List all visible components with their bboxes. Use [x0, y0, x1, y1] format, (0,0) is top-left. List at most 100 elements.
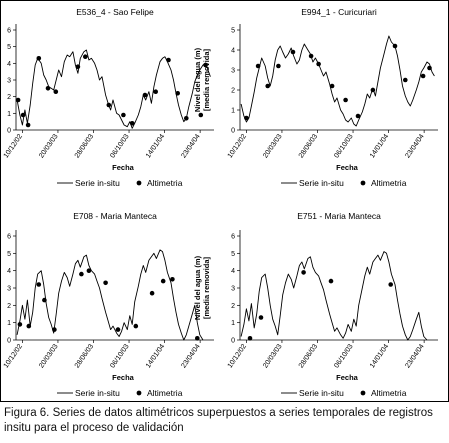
x-tick-label: 10/12/02: [227, 343, 248, 369]
x-tick-label: 20/03/03: [262, 133, 283, 159]
altimetria-point: [121, 112, 126, 118]
legend-dot-symbol: [360, 180, 366, 186]
y-tick-label: 2: [7, 94, 11, 101]
legend-label-in-situ: Serie in-situ: [299, 178, 344, 188]
y-axis-label: Nivel del agua (m): [193, 255, 202, 320]
y-tick-label: 4: [7, 268, 11, 275]
altimetria-point: [79, 271, 84, 277]
series-line-in-situ: [16, 249, 204, 341]
legend-label-in-situ: Serie in-situ: [299, 388, 344, 398]
altimetria-point: [265, 83, 270, 89]
x-tick-label: 14/01/04: [145, 343, 166, 369]
y-tick-label: 5: [7, 251, 11, 258]
x-tick-label: 10/12/02: [3, 343, 24, 369]
x-tick-label: 06/10/03: [333, 133, 354, 159]
legend-dot-symbol: [360, 390, 366, 396]
x-tick-label: 20/03/03: [262, 343, 283, 369]
altimetria-point: [20, 112, 26, 118]
y-tick-label: 2: [7, 303, 11, 310]
y-axis-label-2: [media removida]: [202, 48, 211, 111]
chart-title: E536_4 - Sao Felipe: [76, 7, 154, 17]
chart-panel-e708: E708 - Maria Manteca 0 1 2 3 4 5 6 Nivel del agu…: [3, 211, 214, 398]
altimetria-point: [53, 89, 59, 94]
legend-label-altimetria: Altimetria: [147, 388, 183, 398]
y-tick-label: 6: [231, 234, 235, 241]
altimetria-point: [244, 115, 249, 121]
y-tick-label: 3: [7, 78, 11, 85]
series-line-in-situ: [240, 251, 428, 341]
x-tick-label: 20/03/03: [38, 343, 59, 369]
y-tick-label: 0: [231, 128, 235, 135]
altimetria-point: [427, 65, 432, 71]
altimetria-point: [420, 73, 426, 79]
y-tick-label: 5: [231, 28, 235, 35]
x-tick-label: 23/04/04: [180, 133, 201, 159]
altimetria-point: [355, 113, 361, 119]
y-tick-label: 5: [231, 251, 235, 258]
y-tick-label: 6: [7, 28, 11, 35]
x-axis-label: Fecha: [112, 373, 135, 382]
y-tick-label: 4: [231, 268, 235, 275]
x-axis-label: Fecha: [336, 373, 359, 382]
y-tick-label: 3: [231, 68, 235, 75]
altimetria-point: [328, 278, 334, 284]
altimetria-point: [175, 91, 180, 96]
x-axis-label: Fecha: [336, 163, 359, 172]
chart-panel-e751: E751 - Maria Manteca 0 1 2 3 4 5 6 Nivel del agu…: [193, 211, 438, 398]
x-tick-label: 14/01/04: [145, 133, 166, 159]
altimetria-point: [36, 56, 42, 61]
altimetria-point: [166, 57, 171, 63]
chart-panel-e994: E994_1 - Curicuriari 0 1 2 3 4 5 Nivel del agua…: [193, 7, 438, 188]
chart-panel-e536: E536_4 - Sao Felipe 0 1 2 3 4 5 6 Nivel del agua…: [3, 7, 214, 188]
altimetria-point: [75, 64, 81, 69]
x-tick-label: 10/12/02: [3, 133, 24, 159]
y-tick-label: 4: [7, 61, 11, 68]
altimetria-point: [276, 63, 281, 69]
x-tick-label: 28/06/03: [74, 343, 95, 369]
x-tick-label: 06/10/03: [109, 343, 130, 369]
x-tick-label: 28/06/03: [74, 133, 95, 159]
legend-label-altimetria: Altimetria: [371, 388, 407, 398]
altimetria-point: [17, 322, 23, 327]
altimetria-point: [316, 61, 321, 67]
altimetria-point: [83, 54, 88, 59]
altimetria-point: [184, 116, 189, 121]
legend-dot-symbol: [136, 180, 142, 186]
y-tick-label: 3: [231, 286, 235, 293]
y-tick-label: 2: [231, 303, 235, 310]
altimetria-point: [115, 327, 121, 332]
altimetria-point: [133, 323, 139, 329]
altimetria-point: [370, 87, 376, 93]
y-tick-label: 6: [7, 234, 11, 241]
altimetria-point: [26, 323, 32, 329]
x-tick-label: 23/04/04: [404, 133, 425, 159]
altimetria-point: [36, 282, 42, 287]
legend-label-in-situ: Serie in-situ: [75, 178, 120, 188]
x-tick-label: 28/06/03: [298, 133, 319, 159]
chart-title: E708 - Maria Manteca: [73, 211, 157, 221]
altimetria-point: [308, 53, 314, 59]
y-tick-label: 2: [231, 88, 235, 95]
legend-label-altimetria: Altimetria: [147, 178, 183, 188]
altimetria-point: [149, 290, 155, 296]
altimetria-point: [195, 336, 200, 341]
altimetria-point: [403, 77, 408, 83]
y-tick-label: 1: [7, 111, 11, 118]
y-tick-label: 1: [231, 320, 235, 327]
x-tick-label: 06/10/03: [333, 343, 354, 369]
x-tick-label: 14/01/04: [369, 133, 390, 159]
series-line-in-situ: [240, 35, 435, 127]
x-tick-label: 20/03/03: [38, 133, 59, 159]
altimetria-point: [198, 112, 204, 118]
altimetria-point: [258, 315, 264, 320]
x-tick-label: 23/04/04: [404, 343, 425, 369]
altimetria-point: [290, 49, 296, 55]
figure-caption: Figura 6. Series de datos altimétricos s…: [4, 407, 433, 434]
y-tick-label: 0: [7, 128, 11, 135]
y-tick-label: 4: [231, 48, 235, 55]
x-axis-label: Fecha: [112, 163, 135, 172]
y-tick-label: 1: [231, 108, 235, 115]
y-tick-label: 1: [7, 320, 11, 327]
chart-title: E751 - Maria Manteca: [297, 211, 381, 221]
altimetria-point: [142, 92, 148, 98]
